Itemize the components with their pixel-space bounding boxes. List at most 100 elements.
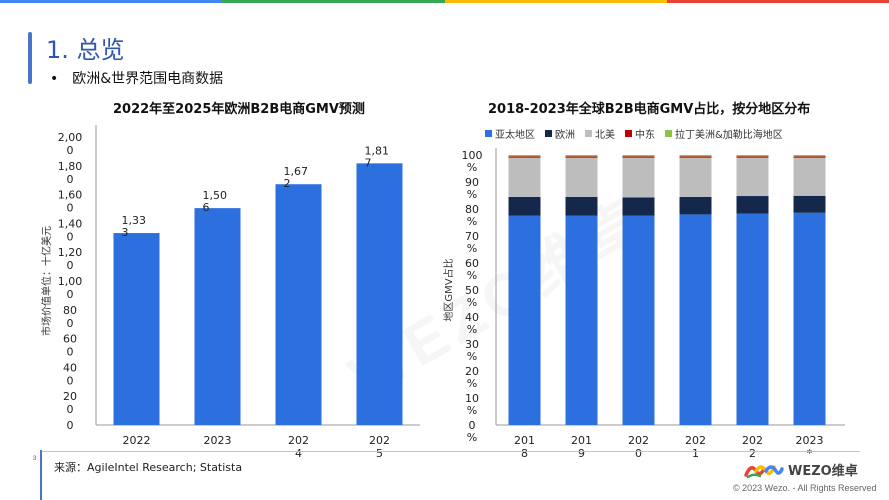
chart2-x-tick-label: 202 0: [628, 434, 649, 460]
chart2-y-tick-label: 20%: [465, 365, 479, 390]
chart2-bar-segment: [679, 156, 712, 158]
chart2-legend-item: 北美: [585, 126, 615, 141]
chart2-bar-segment: [622, 157, 655, 198]
chart1-x-tick-label: 2022: [123, 434, 151, 447]
chart1-bar: [275, 184, 322, 425]
chart2-legend-item: 亚太地区: [485, 126, 535, 141]
chart1-y-tick-label: 40 0: [63, 361, 77, 387]
source-note: 来源：AgileIntel Research; Statista: [54, 461, 243, 474]
chart1-x-tick-label: 2023: [204, 434, 232, 447]
chart2-bar-segment: [622, 197, 655, 216]
chart2-y-tick-label: 10%: [465, 392, 479, 417]
chart1-y-tick-label: 1,60 0: [58, 189, 83, 215]
chart2-bar-segment: [508, 157, 541, 197]
chart1-y-tick-label: 1,40 0: [58, 217, 83, 243]
chart2-bar-segment: [622, 215, 655, 425]
chart2-bar-segment: [565, 155, 598, 157]
chart1-bar: [356, 163, 403, 426]
chart2-bar-segment: [736, 196, 769, 214]
chart1-bar: [194, 208, 241, 425]
footer-rule: [40, 451, 860, 452]
chart2-bar-segment: [793, 212, 826, 425]
company-logo: WEZO维卓: [744, 460, 858, 479]
chart2-y-tick-label: 50%: [465, 284, 479, 309]
chart2-bar-segment: [679, 155, 712, 157]
chart1-y-tick-label: 2,00 0: [58, 131, 83, 157]
chart2-legend-label: 亚太地区: [495, 130, 535, 141]
chart2-x-tick-label: 2023 *: [796, 434, 824, 460]
chart2-legend-swatch: [545, 130, 552, 137]
chart2-bar-segment: [679, 196, 712, 215]
chart2-bar-segment: [508, 156, 541, 158]
chart2-bar-segment: [622, 155, 655, 157]
chart2-bar-segment: [622, 156, 655, 158]
page-title: 1. 总览: [46, 36, 125, 64]
chart2-bar-segment: [565, 156, 598, 158]
chart2-y-tick-label: 100%: [462, 149, 483, 174]
chart2-x-tick-label: 202 2: [742, 434, 763, 460]
chart1-y-tick-label: 1,00 0: [58, 275, 83, 301]
chart2-bar-segment: [565, 215, 598, 425]
chart1-y-tick-label: 60 0: [63, 333, 77, 359]
chart1-y-axis-title: 市场价值单位：十亿美元: [40, 226, 53, 336]
chart2-x-tick-label: 201 8: [514, 434, 535, 460]
chart2-title: 2018-2023年全球B2B电商GMV占比，按分地区分布: [488, 102, 811, 117]
chart1-data-label: 1,81 7: [365, 144, 390, 169]
stripe-green: [222, 0, 445, 3]
footer-accent-rule: [40, 450, 42, 500]
chart2-y-tick-label: 80%: [465, 203, 479, 228]
chart2-bar-segment: [679, 214, 712, 425]
chart2-bar-segment: [793, 157, 826, 196]
chart2-bar-segment: [508, 196, 541, 216]
chart2-y-tick-label: 90%: [465, 176, 479, 201]
bullet-item: • 欧洲&世界范围电商数据: [50, 68, 223, 88]
stripe-red: [666, 0, 889, 3]
chart2-legend-label: 欧洲: [555, 130, 575, 141]
chart2-y-axis-title: 地区GMV占比: [442, 258, 455, 321]
chart1-data-label: 1,33 3: [122, 214, 147, 239]
chart2-legend-swatch: [585, 130, 592, 137]
copyright-text: © 2023 Wezo. - All Rights Reserved: [733, 483, 877, 493]
chart2-y-tick-label: 30%: [465, 338, 479, 363]
bullet-label: 欧洲&世界范围电商数据: [72, 71, 224, 87]
logo-text: WEZO维卓: [788, 464, 858, 479]
chart2-legend-swatch: [665, 130, 672, 137]
chart1-x-tick-label: 202 4: [288, 434, 309, 460]
chart2-bar-segment: [793, 156, 826, 158]
bullet-dot: •: [50, 71, 59, 87]
chart2-legend: 亚太地区 欧洲 北美 中东 拉丁美洲&加勒比海地区: [485, 126, 783, 141]
chart1-x-tick-label: 202 5: [369, 434, 390, 460]
chart2-bar-segment: [508, 155, 541, 157]
chart2-bar-segment: [679, 157, 712, 197]
chart2-legend-label: 中东: [635, 130, 655, 141]
chart2-legend-item: 欧洲: [545, 126, 575, 141]
title-accent-bar: [28, 32, 32, 84]
chart2-bar-segment: [736, 157, 769, 197]
chart2-legend-label: 拉丁美洲&加勒比海地区: [675, 130, 783, 141]
chart2-bar-segment: [793, 195, 826, 213]
chart2-x-tick-label: 201 9: [571, 434, 592, 460]
chart1-title: 2022年至2025年欧洲B2B电商GMV预测: [113, 102, 365, 117]
chart2-legend-swatch: [625, 130, 632, 137]
chart2-y-tick-label: 70%: [465, 230, 479, 255]
top-color-stripe: [0, 0, 889, 3]
page-number: 3: [33, 456, 37, 462]
chart2-y-tick-label: 60%: [465, 257, 479, 282]
chart1-bar: [113, 233, 160, 425]
chart1-y-tick-label: 1,20 0: [58, 246, 83, 272]
chart2-bar-segment: [736, 155, 769, 157]
chart2-bar-segment: [565, 196, 598, 216]
stripe-yellow: [444, 0, 667, 3]
chart2-legend-item: 中东: [625, 126, 655, 141]
chart2-bar-segment: [793, 155, 826, 157]
logo-mark-icon: [744, 464, 784, 478]
chart2-bar-segment: [508, 215, 541, 425]
chart1-y-tick-label: 20 0: [63, 390, 77, 416]
chart1-y-tick-label: 1,80 0: [58, 160, 83, 186]
chart2-bar-segment: [736, 213, 769, 425]
chart2-legend-label: 北美: [595, 130, 615, 141]
chart2-x-tick-label: 202 1: [685, 434, 706, 460]
stripe-blue: [0, 0, 223, 3]
